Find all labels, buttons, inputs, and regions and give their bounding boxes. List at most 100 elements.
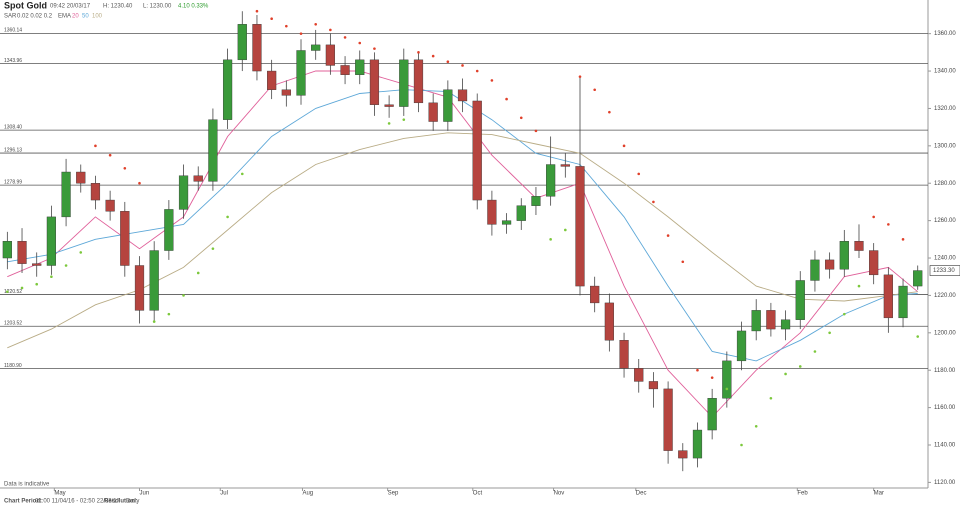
candle-body: [913, 270, 923, 287]
sar-dot: [285, 24, 288, 28]
candle-body: [105, 199, 115, 212]
y-tick-label: 1240.00: [934, 256, 956, 262]
sar-dot: [798, 365, 802, 368]
sar-dot: [475, 69, 479, 73]
sar-dot: [402, 118, 406, 121]
sar-dot: [152, 320, 156, 323]
sar-dot: [725, 387, 729, 391]
candle-body: [883, 274, 893, 319]
sar-dot: [608, 110, 611, 114]
sar-dot: [343, 36, 347, 39]
candle-body: [780, 319, 791, 330]
candle-body: [604, 302, 614, 341]
candle-body: [296, 50, 306, 96]
y-tick-label: 1120.00: [934, 480, 956, 486]
candle-body: [237, 24, 247, 61]
y-tick-label: 1220.00: [934, 293, 956, 299]
x-tick-label: Jul: [220, 491, 228, 497]
candle-body: [546, 164, 556, 197]
sar-dot: [314, 23, 317, 26]
note: Data is indicative: [4, 482, 50, 488]
level-label: 1180.90: [4, 363, 22, 369]
candle-body: [2, 240, 12, 259]
candle-body: [76, 171, 86, 184]
x-tick-label: Feb: [797, 491, 808, 497]
sar-dot: [196, 271, 200, 275]
sar-dot: [79, 251, 83, 254]
sar-dot: [94, 144, 97, 148]
sar-dot: [652, 200, 655, 204]
level-label: 1343.96: [4, 58, 22, 64]
y-tick-label: 1340.00: [934, 69, 956, 75]
y-tick-label: 1360.00: [934, 31, 956, 37]
sar-params: 0.02 0.02 0.2: [17, 14, 53, 20]
sar-dot: [431, 54, 435, 58]
sar-dot: [123, 166, 127, 170]
y-tick-label: 1300.00: [934, 143, 956, 149]
candle-body: [399, 59, 409, 107]
sar-dot: [828, 331, 831, 335]
x-tick-label: Nov: [554, 491, 565, 497]
x-tick-label: Aug: [302, 491, 313, 497]
sar-dot: [887, 223, 890, 226]
sar-dot: [505, 97, 508, 101]
ema-param: 100: [92, 14, 103, 20]
candle-body: [707, 398, 717, 431]
y-tick-label: 1140.00: [934, 443, 956, 449]
sar-dot: [255, 9, 259, 13]
sar-dot: [710, 376, 714, 379]
sar-dot: [226, 215, 229, 219]
y-tick-label: 1260.00: [934, 218, 956, 224]
sar-dot: [681, 260, 685, 264]
sar-dot: [417, 51, 420, 54]
candle-body: [678, 450, 688, 459]
sar-dot: [64, 264, 68, 267]
level-label: 1220.52: [4, 289, 22, 295]
ema-text: EMA: [58, 14, 71, 20]
candle-body: [340, 65, 350, 75]
candle-body: [90, 183, 101, 201]
sar-dot: [20, 286, 24, 290]
candle-body: [281, 89, 291, 96]
footer-resolution-label: Resolution:: [104, 499, 137, 505]
sar-dot: [754, 424, 758, 428]
sar-dot: [358, 41, 362, 45]
candle-body: [208, 119, 218, 182]
candle-body: [531, 196, 541, 206]
candle-body: [825, 259, 835, 270]
sar-dot: [813, 350, 817, 353]
candle-body: [32, 263, 42, 266]
ema-param: 20: [72, 14, 79, 20]
candle-body: [839, 240, 849, 270]
footer-resolution: Daily: [126, 499, 139, 505]
sar-dot: [593, 88, 596, 92]
sar-dot: [50, 275, 53, 279]
level-label: 1203.52: [4, 321, 22, 327]
candle-body: [443, 89, 453, 122]
y-tick-label: 1320.00: [934, 106, 956, 112]
high-text: H: 1230.40: [103, 4, 133, 10]
candle-body: [869, 250, 879, 276]
sar-dot: [373, 47, 376, 50]
sar-dot: [6, 290, 9, 293]
sar-dot: [211, 247, 215, 250]
sar-dot: [35, 282, 39, 286]
sar-dot: [872, 215, 875, 219]
candle-body: [222, 59, 233, 120]
candle-body: [663, 388, 673, 451]
sar-dot: [666, 234, 670, 237]
y-tick-label: 1200.00: [934, 330, 956, 336]
candle-body: [751, 310, 761, 332]
sar-dot: [534, 129, 538, 133]
candle-body: [487, 199, 497, 225]
sar-dot: [916, 335, 920, 338]
candle-body: [516, 205, 526, 221]
footer-period-label: Chart Period:: [4, 499, 42, 505]
sar-dot: [299, 32, 303, 35]
candle-body: [193, 175, 203, 182]
candle-body: [252, 24, 262, 72]
ema-param: 50: [82, 14, 89, 20]
sar-dot: [167, 312, 171, 316]
sar-dot: [564, 228, 567, 232]
